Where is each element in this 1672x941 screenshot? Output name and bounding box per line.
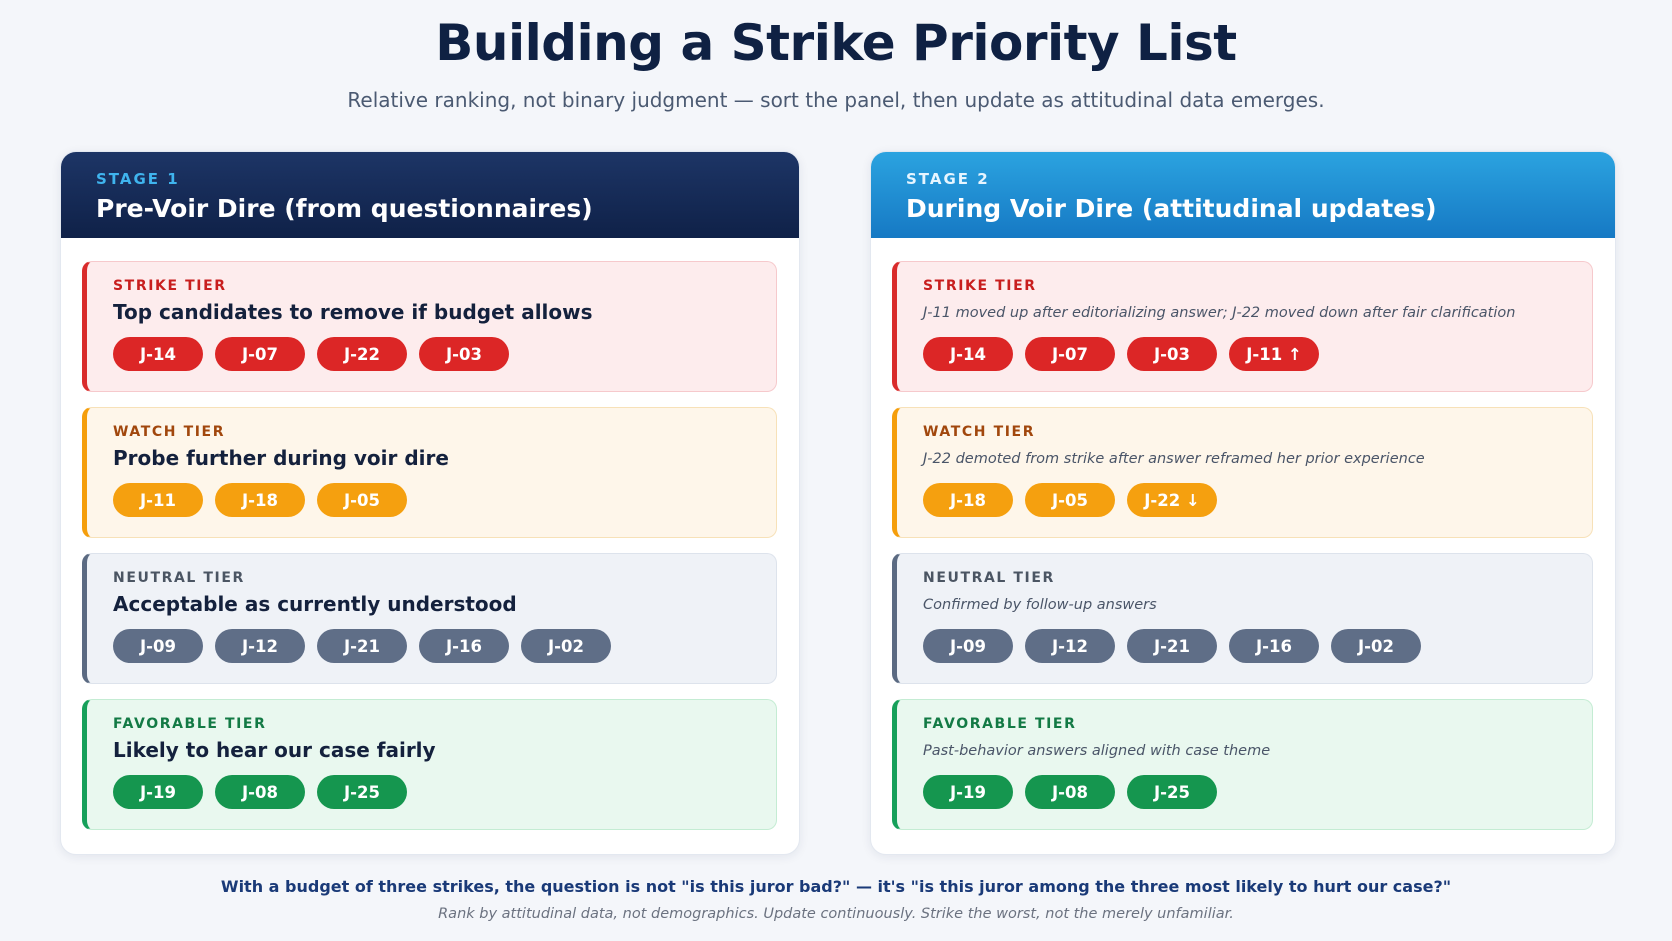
juror-chip: J-12 [215,629,305,663]
juror-chip: J-16 [1229,629,1319,663]
juror-chip: J-11 [113,483,203,517]
stage-title: During Voir Dire (attitudinal updates) [906,194,1437,223]
tier-description: Confirmed by follow-up answers [923,597,1157,613]
stage-label: STAGE 2 [906,170,990,188]
juror-chip: J-14 [923,337,1013,371]
tier-card: WATCH TIER J-22 demoted from strike after… [892,407,1593,538]
juror-chip: J-22 ↓ [1127,483,1217,517]
tier-list: STRIKE TIER Top candidates to remove if b… [61,238,799,830]
juror-chips: J-19 J-08 J-25 [113,775,776,809]
juror-chip: J-07 [1025,337,1115,371]
tier-label: FAVORABLE TIER [923,716,1077,732]
juror-chips: J-14 J-07 J-22 J-03 [113,337,776,371]
juror-chips: J-18 J-05 J-22 ↓ [923,483,1592,517]
juror-chip: J-08 [215,775,305,809]
tier-list: STRIKE TIER J-11 moved up after editorial… [871,238,1615,830]
juror-chip: J-09 [923,629,1013,663]
juror-chip: J-25 [1127,775,1217,809]
juror-chips: J-09 J-12 J-21 J-16 J-02 [923,629,1592,663]
page-title: Building a Strike Priority List [435,14,1237,72]
tier-description: J-22 demoted from strike after answer re… [923,451,1425,467]
tier-label: WATCH TIER [923,424,1036,440]
tier-description: Past-behavior answers aligned with case … [923,743,1271,759]
tier-description: Probe further during voir dire [113,446,449,470]
stage-label: STAGE 1 [96,170,180,188]
juror-chips: J-09 J-12 J-21 J-16 J-02 [113,629,776,663]
juror-chip: J-25 [317,775,407,809]
tier-description: Top candidates to remove if budget allow… [113,300,593,324]
tier-card: NEUTRAL TIER Confirmed by follow-up answe… [892,553,1593,684]
tier-description: Acceptable as currently understood [113,592,517,616]
juror-chip: J-02 [1331,629,1421,663]
juror-chip: J-02 [521,629,611,663]
juror-chip: J-19 [923,775,1013,809]
juror-chip: J-05 [1025,483,1115,517]
tier-card: WATCH TIER Probe further during voir dire… [82,407,777,538]
juror-chip: J-21 [1127,629,1217,663]
juror-chip: J-21 [317,629,407,663]
tier-label: NEUTRAL TIER [113,570,245,586]
juror-chip: J-16 [419,629,509,663]
stage-panel: STAGE 2 During Voir Dire (attitudinal upd… [870,151,1616,855]
tier-card: STRIKE TIER J-11 moved up after editorial… [892,261,1593,392]
stage-header: STAGE 1 Pre-Voir Dire (from questionnaire… [61,152,799,238]
tier-label: STRIKE TIER [923,278,1037,294]
juror-chip: J-18 [923,483,1013,517]
tier-card: NEUTRAL TIER Acceptable as currently unde… [82,553,777,684]
juror-chip: J-12 [1025,629,1115,663]
tier-card: FAVORABLE TIER Likely to hear our case fa… [82,699,777,830]
juror-chip: J-03 [1127,337,1217,371]
juror-chip: J-14 [113,337,203,371]
juror-chip: J-18 [215,483,305,517]
tier-card: FAVORABLE TIER Past-behavior answers alig… [892,699,1593,830]
tier-label: WATCH TIER [113,424,226,440]
tier-label: FAVORABLE TIER [113,716,267,732]
stage-title: Pre-Voir Dire (from questionnaires) [96,194,593,223]
juror-chip: J-05 [317,483,407,517]
tier-card: STRIKE TIER Top candidates to remove if b… [82,261,777,392]
juror-chip: J-19 [113,775,203,809]
page-subtitle: Relative ranking, not binary judgment — … [347,88,1325,112]
tier-description: J-11 moved up after editorializing answe… [923,305,1516,321]
footnote: Rank by attitudinal data, not demographi… [438,906,1234,922]
tier-label: NEUTRAL TIER [923,570,1055,586]
takeaway: With a budget of three strikes, the ques… [220,877,1452,896]
juror-chip: J-08 [1025,775,1115,809]
stage-panel: STAGE 1 Pre-Voir Dire (from questionnaire… [60,151,800,855]
juror-chip: J-09 [113,629,203,663]
juror-chips: J-11 J-18 J-05 [113,483,776,517]
stage-header: STAGE 2 During Voir Dire (attitudinal upd… [871,152,1615,238]
juror-chips: J-19 J-08 J-25 [923,775,1592,809]
juror-chip: J-03 [419,337,509,371]
tier-description: Likely to hear our case fairly [113,738,436,762]
juror-chip: J-22 [317,337,407,371]
juror-chips: J-14 J-07 J-03 J-11 ↑ [923,337,1592,371]
juror-chip: J-11 ↑ [1229,337,1319,371]
tier-label: STRIKE TIER [113,278,227,294]
juror-chip: J-07 [215,337,305,371]
